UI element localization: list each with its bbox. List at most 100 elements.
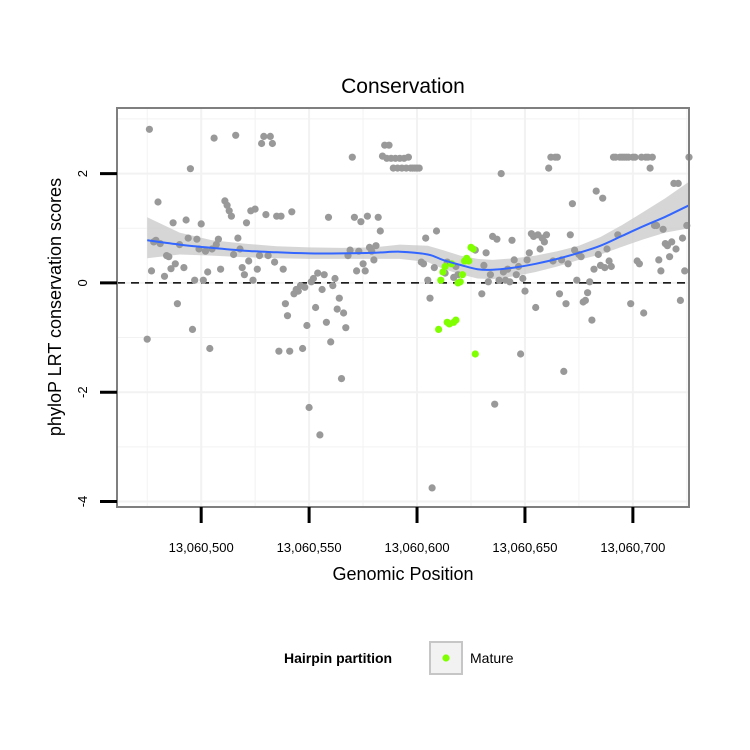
data-point [160, 272, 169, 280]
data-point [309, 274, 317, 283]
data-point [432, 227, 441, 235]
data-point [201, 247, 210, 255]
y-tick-label: -2 [75, 386, 90, 398]
data-point [493, 235, 501, 243]
data-point [264, 252, 272, 260]
data-point [217, 265, 225, 273]
data-point [419, 260, 428, 268]
data-point-mature [456, 278, 464, 286]
data-point [314, 269, 322, 277]
data-point [199, 276, 207, 284]
data-point [337, 375, 346, 383]
data-point [635, 260, 644, 268]
data-point [497, 170, 505, 178]
data-point [415, 164, 423, 172]
data-point [508, 236, 516, 244]
data-point [301, 283, 309, 291]
data-point [357, 218, 365, 226]
data-point-mature [441, 262, 449, 271]
confidence-band-group [147, 181, 689, 280]
data-point [430, 264, 438, 272]
data-point-mature [435, 325, 443, 333]
data-point [566, 231, 574, 239]
y-axis: -4 -2 0 2 [75, 170, 117, 507]
data-point [305, 403, 313, 412]
data-point [525, 249, 533, 257]
data-point [359, 260, 367, 268]
data-point [370, 256, 378, 264]
plot-area [116, 107, 693, 508]
data-point [655, 256, 663, 264]
data-point [510, 256, 518, 264]
data-point [607, 262, 615, 271]
data-point [631, 153, 639, 161]
data-point [672, 245, 680, 253]
gray-points [143, 125, 693, 492]
data-point [242, 219, 251, 227]
data-point [331, 274, 339, 283]
data-point [480, 261, 488, 269]
data-point [385, 141, 393, 149]
data-point [599, 194, 607, 202]
data-point [540, 238, 549, 246]
data-point [268, 139, 276, 148]
data-point [653, 221, 661, 230]
mature-points [435, 243, 479, 358]
data-point [542, 231, 551, 239]
data-point [288, 208, 296, 216]
data-point [495, 276, 503, 284]
data-point [186, 165, 194, 173]
data-point [545, 164, 553, 172]
x-tick-label: 13,060,500 [169, 540, 234, 555]
data-point [253, 265, 261, 273]
smooth-trend-line [147, 204, 690, 271]
data-point [245, 257, 253, 265]
data-point [154, 198, 162, 206]
data-point [581, 296, 590, 304]
data-point [225, 207, 233, 215]
data-point [329, 282, 337, 290]
data-point [592, 187, 600, 195]
legend-key-point [442, 654, 450, 662]
data-point [275, 347, 283, 355]
data-point [320, 271, 328, 279]
data-point [564, 260, 572, 268]
data-point [258, 139, 266, 148]
y-axis-title: phyloP LRT conservation scores [45, 178, 65, 436]
data-point [327, 338, 335, 346]
data-point [322, 318, 330, 326]
x-tick-label: 13,060,600 [384, 540, 449, 555]
data-point [271, 258, 279, 266]
data-point [681, 267, 689, 275]
data-point [333, 305, 341, 313]
plot-border [116, 107, 690, 508]
x-tick-label: 13,060,650 [492, 540, 557, 555]
data-point [640, 309, 648, 317]
data-point [283, 312, 292, 320]
grid-lines [117, 108, 689, 507]
data-point [316, 431, 324, 439]
data-point-mature [469, 245, 477, 253]
data-point [478, 290, 486, 298]
data-point [197, 220, 205, 228]
data-point [523, 256, 531, 264]
data-point [603, 245, 611, 253]
x-axis: 13,060,500 13,060,550 13,060,600 13,060,650… [169, 507, 665, 555]
data-point [372, 242, 380, 250]
data-point [206, 344, 214, 353]
data-point [517, 350, 525, 358]
data-point [601, 264, 609, 272]
data-point [404, 153, 412, 161]
data-point-mature [465, 257, 473, 265]
data-point-mature [439, 268, 447, 276]
data-point [555, 290, 564, 298]
data-point [560, 367, 568, 375]
data-point [188, 325, 197, 333]
data-point [562, 300, 570, 308]
data-point [532, 303, 540, 312]
data-point [605, 257, 613, 265]
data-point [318, 285, 326, 294]
data-point [361, 267, 369, 275]
data-point [277, 212, 285, 220]
